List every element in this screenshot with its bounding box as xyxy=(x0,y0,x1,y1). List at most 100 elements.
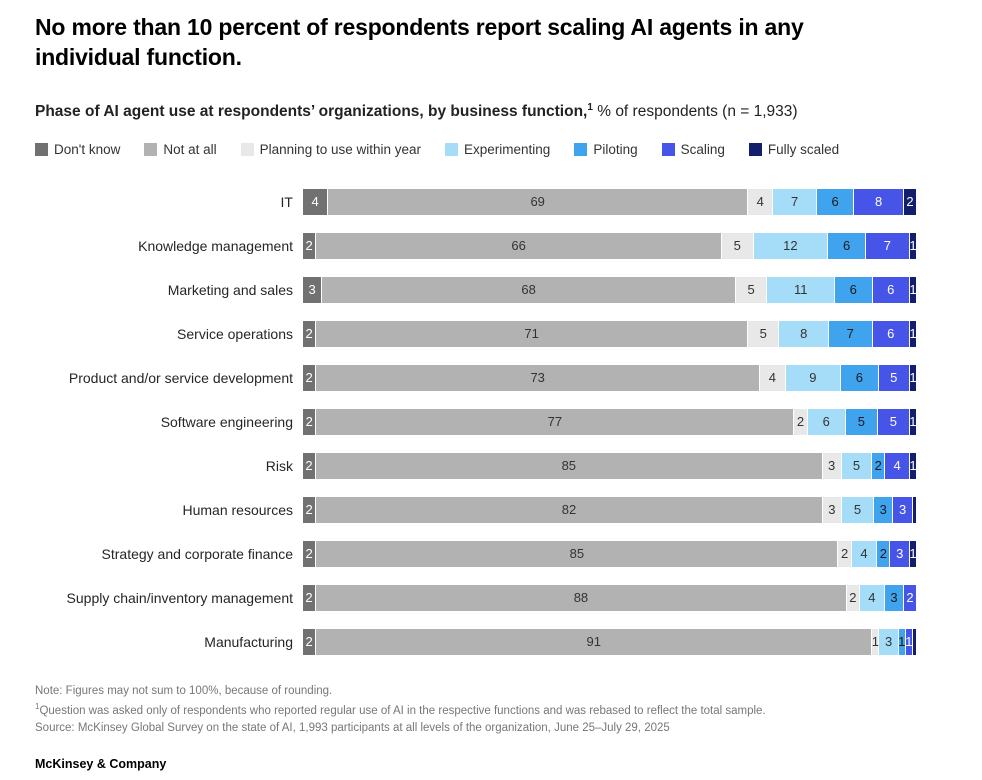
bar-row: Marketing and sales 3 68 5 11 6 6 1 xyxy=(35,276,917,303)
bar-segment: 3 xyxy=(822,496,842,523)
legend-swatch-icon xyxy=(35,142,48,156)
bar-segment: 1 xyxy=(909,452,917,479)
bar-segment: 85 xyxy=(315,452,822,479)
stacked-bar: 2 85 3 5 2 4 1 xyxy=(303,452,917,479)
bar-segment: 73 xyxy=(316,364,760,391)
bar-segment: 3 xyxy=(873,496,893,523)
bar-row: Service operations 2 71 5 8 7 6 1 xyxy=(35,320,917,347)
bar-row: Software engineering 2 77 2 6 5 5 1 xyxy=(35,408,917,435)
bar-segment: 9 xyxy=(785,364,841,391)
chart-subtitle-unit: % of respondents (n = 1,933) xyxy=(592,102,798,120)
bar-row: Manufacturing 2 91 1 3 1 1 xyxy=(35,628,916,655)
bar-segment: 85 xyxy=(316,540,838,567)
bar-segment: 1 xyxy=(898,628,905,655)
legend-item: Not at all xyxy=(144,142,217,157)
bar-segment: 6 xyxy=(807,408,845,435)
bar-segment: 1 xyxy=(909,540,917,567)
legend-label: Don't know xyxy=(54,141,121,157)
bar-segment: 6 xyxy=(816,188,854,215)
bar-segment: 1 xyxy=(909,408,917,435)
legend-swatch-icon xyxy=(661,142,675,156)
category-label: Service operations xyxy=(177,325,293,342)
bar-segment: 4 xyxy=(885,452,910,479)
bar-segment: 7 xyxy=(829,320,872,347)
bar-segment: 3 xyxy=(884,584,903,611)
bar-segment: 2 xyxy=(303,628,316,655)
chart-subtitle: Phase of AI agent use at respondents’ or… xyxy=(35,102,965,121)
category-label: Knowledge management xyxy=(138,237,293,254)
bar-segment: 6 xyxy=(828,232,865,259)
bar-segment: 4 xyxy=(303,188,328,215)
legend-label: Piloting xyxy=(593,141,638,157)
category-label: Risk xyxy=(265,457,293,474)
bar-segment: 2 xyxy=(877,540,890,567)
footnotes: Note: Figures may not sum to 100%, becau… xyxy=(35,683,965,738)
bar-segment: 6 xyxy=(835,276,872,303)
category-label: Software engineering xyxy=(160,413,293,430)
bar-segment: 2 xyxy=(303,584,316,611)
category-label: Marketing and sales xyxy=(167,281,293,298)
bar-segment: 1 xyxy=(909,364,917,391)
bar-segment: 1 xyxy=(909,276,917,303)
legend-label: Planning to use within year xyxy=(259,141,422,157)
note-line: Note: Figures may not sum to 100%, becau… xyxy=(35,684,333,697)
footnote-marker: 1 xyxy=(35,701,40,711)
category-label: Supply chain/inventory management xyxy=(66,589,293,606)
bar-segment: 3 xyxy=(303,276,322,303)
legend-label: Experimenting xyxy=(464,141,551,157)
bar-segment: 6 xyxy=(872,320,909,347)
legend-swatch-icon xyxy=(240,142,254,156)
category-label: IT xyxy=(280,193,293,210)
stacked-bar: 4 69 4 7 6 8 2 xyxy=(303,188,916,215)
legend-label: Scaling xyxy=(680,141,725,157)
bar-segment: 2 xyxy=(303,540,316,567)
bar-segment: 6 xyxy=(872,276,909,303)
stacked-bar: 2 91 1 3 1 1 xyxy=(303,628,916,655)
bar-segment: 5 xyxy=(841,452,872,479)
bar-segment: 11 xyxy=(767,276,835,303)
bar-row: Product and/or service development 2 73 4 9 6… xyxy=(35,364,917,391)
bar-segment: 88 xyxy=(316,584,846,611)
legend-swatch-icon xyxy=(574,142,588,156)
legend-item: Don't know xyxy=(35,142,120,157)
bar-segment: 68 xyxy=(322,276,735,303)
bar-segment: 5 xyxy=(748,320,779,347)
bar-segment: 3 xyxy=(890,540,909,567)
bar-segment: 77 xyxy=(316,408,794,435)
bar-segment: 66 xyxy=(316,232,721,259)
bar-segment: 5 xyxy=(877,408,909,435)
bar-segment: 2 xyxy=(303,232,316,259)
bar-segment: 3 xyxy=(893,496,912,523)
subtitle-footnote-marker: 1 xyxy=(587,101,593,113)
bar-segment: 5 xyxy=(845,408,877,435)
bar-segment: 5 xyxy=(735,276,767,303)
bar-row: Strategy and corporate finance 2 85 2 4 2 3 1 xyxy=(35,540,917,567)
bar-segment: 3 xyxy=(822,452,841,479)
bar-segment: 2 xyxy=(872,452,885,479)
stacked-bar: 2 82 3 5 3 3 xyxy=(303,496,916,523)
legend-item: Fully scaled xyxy=(748,141,840,157)
stacked-bar: 2 66 5 12 6 7 1 xyxy=(303,232,917,259)
stacked-bar: 3 68 5 11 6 6 1 xyxy=(303,276,917,303)
bar-segment: 2 xyxy=(903,188,916,215)
bar-segment: 5 xyxy=(878,364,909,391)
bar-row: Risk 2 85 3 5 2 4 1 xyxy=(35,452,917,479)
bar-segment: 4 xyxy=(748,188,773,215)
legend-label: Fully scaled xyxy=(767,141,840,157)
bar-segment: 71 xyxy=(316,320,748,347)
bar-segment: 69 xyxy=(328,188,748,215)
legend-item: Experimenting xyxy=(445,142,550,157)
category-label: Manufacturing xyxy=(204,633,293,650)
bar-segment: 2 xyxy=(303,408,316,435)
category-label: Product and/or service development xyxy=(68,369,293,386)
chart-subtitle-bold: Phase of AI agent use at respondents’ or… xyxy=(35,102,588,120)
stacked-bar: 2 73 4 9 6 5 1 xyxy=(303,364,917,391)
stacked-bar: 2 71 5 8 7 6 1 xyxy=(303,320,917,347)
stacked-bar: 2 77 2 6 5 5 1 xyxy=(303,408,917,435)
chart: IT 4 69 4 7 6 8 2 Knowledge management 2 66 5 12 6 7 1 M… xyxy=(35,188,917,655)
category-label: Human resources xyxy=(182,501,294,518)
legend-item: Planning to use within year xyxy=(240,141,422,157)
bar-segment: 7 xyxy=(865,232,909,259)
bar-segment xyxy=(912,496,916,523)
